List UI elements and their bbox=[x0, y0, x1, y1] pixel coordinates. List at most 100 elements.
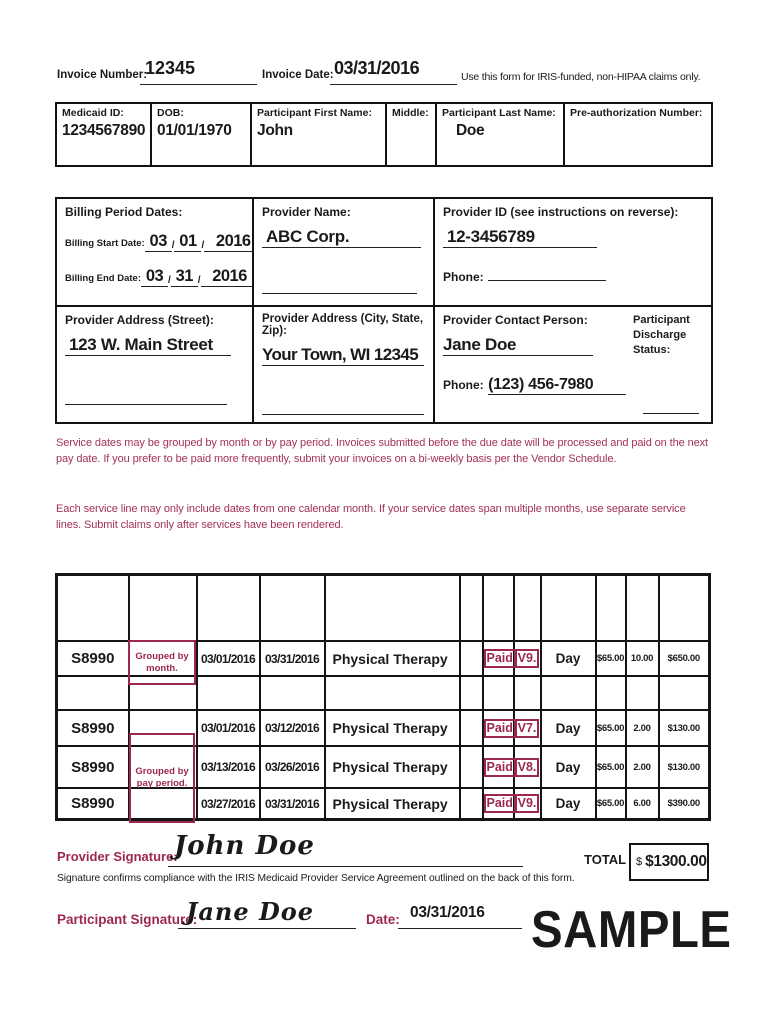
service-code: S8990 bbox=[55, 745, 130, 789]
service-description: Physical Therapy bbox=[323, 640, 461, 677]
participant-info-table: Medicaid ID: 1234567890 DOB: 01/01/1970 … bbox=[55, 102, 713, 167]
grouping-note-cell bbox=[127, 709, 198, 747]
medicaid-id-value: 1234567890 bbox=[62, 122, 146, 140]
service-start-date: 03/01/2016 bbox=[195, 640, 261, 677]
service-description: Physical Therapy bbox=[323, 709, 461, 747]
provider-city-label: Provider Address (City, State, Zip): bbox=[262, 313, 424, 337]
medicaid-id-cell: Medicaid ID: 1234567890 bbox=[57, 104, 152, 165]
version-stamp: V9. bbox=[514, 649, 540, 668]
grouping-note-cell bbox=[127, 745, 198, 789]
billing-period-cell: Billing Period Dates: Billing Start Date… bbox=[57, 199, 254, 307]
service-row: S8990 03/01/2016 03/31/2016 Physical The… bbox=[55, 640, 711, 677]
provider-name-cell: Provider Name: ABC Corp. bbox=[254, 199, 435, 307]
billing-period-label: Billing Period Dates: bbox=[65, 205, 183, 219]
provider-name-extra-line bbox=[262, 293, 417, 294]
invoice-number-value: 12345 bbox=[145, 58, 196, 78]
date-slash: / bbox=[197, 275, 201, 286]
service-code: S8990 bbox=[55, 640, 130, 677]
billing-end-month: 03 bbox=[141, 267, 168, 287]
invoice-date-value: 03/31/2016 bbox=[334, 58, 420, 78]
notice-service-lines: Each service line may only include dates… bbox=[56, 503, 686, 531]
provider-street-extra-line bbox=[65, 404, 227, 405]
unit-quantity: 2.00 bbox=[624, 745, 660, 789]
provider-contact-label: Provider Contact Person: bbox=[443, 313, 588, 327]
date-slash: / bbox=[171, 240, 175, 251]
billing-end-year: 2016 bbox=[200, 267, 252, 287]
middle-name-label: Middle: bbox=[392, 107, 429, 119]
unit-rate: $65.00 bbox=[594, 709, 627, 747]
paid-stamp-cell: Paid bbox=[481, 709, 516, 747]
preauth-cell: Pre-authorization Number: bbox=[565, 104, 711, 165]
service-end-date: 03/31/2016 bbox=[258, 787, 326, 821]
line-total: $130.00 bbox=[657, 745, 711, 789]
empty-cell bbox=[458, 787, 484, 821]
provider-id-label: Provider ID (see instructions on reverse… bbox=[443, 205, 679, 219]
invoice-date-line bbox=[330, 84, 457, 85]
date-label: Date: bbox=[366, 912, 400, 927]
preauth-label: Pre-authorization Number: bbox=[570, 107, 703, 119]
service-row: S8990 03/13/2016 03/26/2016 Physical The… bbox=[55, 745, 711, 789]
provider-city-cell: Provider Address (City, State, Zip): You… bbox=[254, 307, 435, 422]
annotation-grouped-by-month: Grouped by month. bbox=[128, 640, 196, 685]
participant-signature-value: Jane Doe bbox=[186, 897, 315, 926]
discharge-status-line bbox=[643, 413, 699, 414]
service-code: S8990 bbox=[55, 787, 130, 821]
service-end-date: 03/12/2016 bbox=[258, 709, 326, 747]
contact-phone-value: (123) 456-7980 bbox=[488, 376, 627, 395]
usage-note: Use this form for IRIS-funded, non-HIPAA… bbox=[461, 71, 701, 83]
provider-phone-label: Phone: bbox=[443, 270, 484, 284]
paid-stamp: Paid bbox=[483, 794, 516, 813]
annotation-grouped-by-pay-period: Grouped by pay period. bbox=[129, 733, 195, 823]
empty-cell bbox=[458, 709, 484, 747]
service-start-date: 03/01/2016 bbox=[195, 709, 261, 747]
unit-type: Day bbox=[539, 787, 597, 821]
paid-stamp-cell: Paid bbox=[481, 640, 516, 677]
provider-signature-line bbox=[168, 866, 523, 867]
service-line-table: S8990 03/01/2016 03/31/2016 Physical The… bbox=[55, 573, 711, 821]
first-name-cell: Participant First Name: John bbox=[252, 104, 387, 165]
medicaid-id-label: Medicaid ID: bbox=[62, 107, 124, 119]
version-stamp: V8. bbox=[514, 757, 540, 777]
provider-contact-cell: Provider Contact Person: Jane Doe Phone:… bbox=[435, 307, 711, 422]
billing-end-label: Billing End Date: bbox=[65, 273, 141, 284]
unit-type: Day bbox=[539, 640, 597, 677]
date-slash: / bbox=[201, 240, 205, 251]
sample-watermark: SAMPLE bbox=[531, 900, 732, 959]
first-name-value: John bbox=[257, 122, 293, 140]
last-name-cell: Participant Last Name: Doe bbox=[437, 104, 565, 165]
service-description: Physical Therapy bbox=[323, 745, 461, 789]
line-total: $390.00 bbox=[657, 787, 711, 821]
provider-id-cell: Provider ID (see instructions on reverse… bbox=[435, 199, 711, 307]
unit-quantity: 2.00 bbox=[624, 709, 660, 747]
unit-rate: $65.00 bbox=[594, 640, 627, 677]
provider-street-value: 123 W. Main Street bbox=[65, 335, 231, 356]
invoice-number-label: Invoice Number: bbox=[57, 69, 148, 81]
invoice-date-label: Invoice Date: bbox=[262, 69, 334, 81]
grouping-note-cell bbox=[127, 787, 198, 821]
unit-type: Day bbox=[539, 709, 597, 747]
dob-value: 01/01/1970 bbox=[157, 122, 232, 140]
unit-quantity: 6.00 bbox=[624, 787, 660, 821]
discharge-status-label: Participant Discharge Status: bbox=[633, 314, 690, 356]
billing-end-day: 31 bbox=[170, 267, 198, 287]
provider-signature-value: John Doe bbox=[174, 831, 315, 861]
date-line bbox=[398, 928, 522, 929]
provider-phone-value bbox=[488, 280, 607, 281]
version-stamp: V9. bbox=[514, 794, 540, 813]
participant-signature-label: Participant Signature: bbox=[57, 912, 198, 927]
paid-stamp: Paid bbox=[483, 757, 516, 777]
provider-street-cell: Provider Address (Street): 123 W. Main S… bbox=[57, 307, 254, 422]
unit-rate: $65.00 bbox=[594, 787, 627, 821]
unit-quantity: 10.00 bbox=[624, 640, 660, 677]
contact-phone-label: Phone: bbox=[443, 378, 484, 392]
provider-street-label: Provider Address (Street): bbox=[65, 313, 214, 327]
first-name-label: Participant First Name: bbox=[257, 107, 372, 119]
service-row: S8990 03/01/2016 03/12/2016 Physical The… bbox=[55, 709, 711, 747]
empty-cell bbox=[458, 745, 484, 789]
unit-rate: $65.00 bbox=[594, 745, 627, 789]
version-stamp-cell: V9. bbox=[512, 787, 542, 821]
version-stamp-cell: V8. bbox=[512, 745, 542, 789]
paid-stamp: Paid bbox=[483, 718, 516, 738]
date-value: 03/31/2016 bbox=[410, 904, 485, 921]
